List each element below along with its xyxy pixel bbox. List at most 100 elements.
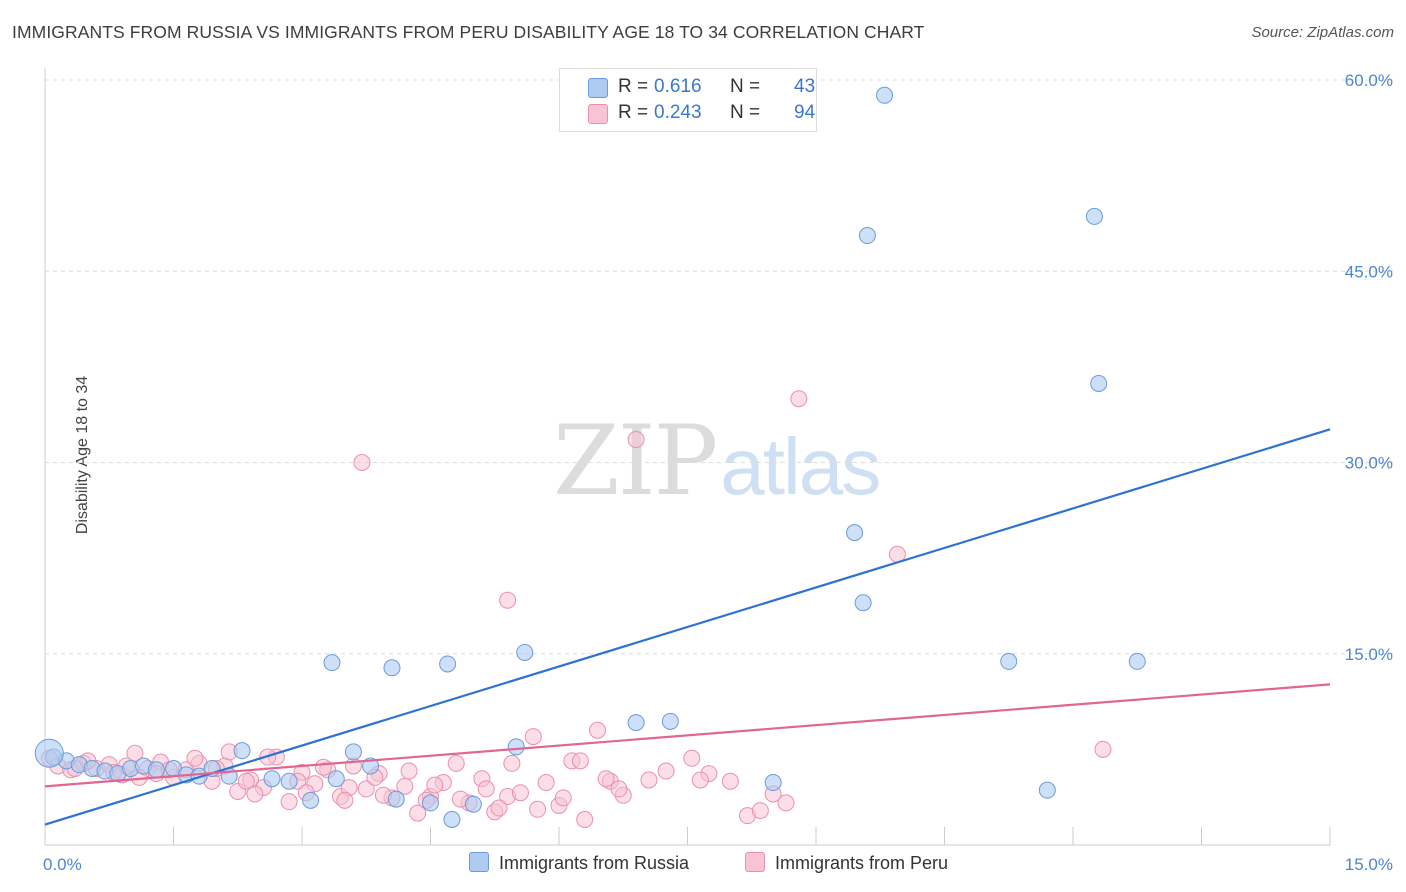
peru-point [1094, 740, 1112, 758]
grid-lines [45, 79, 1393, 655]
russia-point [464, 795, 482, 813]
russia-n-value: 43 [794, 76, 816, 97]
russia-point [507, 738, 525, 756]
russia-point [327, 770, 345, 788]
peru-point [554, 789, 572, 807]
chart-title: IMMIGRANTS FROM RUSSIA VS IMMIGRANTS FRO… [12, 22, 925, 42]
peru-point [400, 762, 418, 780]
russia-point [362, 757, 380, 775]
source-credit: Source: ZipAtlas.com [1251, 24, 1394, 41]
russia-r-value: 0.616 [654, 76, 702, 97]
watermark-atlas: atlas [720, 422, 881, 511]
bottom-peru-swatch [745, 852, 765, 872]
peru-point [777, 794, 795, 812]
peru-point [597, 770, 615, 788]
russia-point [1038, 781, 1056, 799]
russia-point [764, 774, 782, 792]
peru-point [409, 804, 427, 822]
russia-swatch [588, 78, 608, 98]
bottom-legend-peru: Immigrants from Peru [745, 852, 948, 874]
peru-point [357, 780, 375, 798]
peru-r-value: 0.243 [654, 102, 702, 123]
russia-point [516, 643, 534, 661]
peru-point [447, 754, 465, 772]
russia-r-label: R = [618, 76, 649, 97]
russia-point [1090, 374, 1108, 392]
russia-point [443, 811, 461, 828]
russia-point [302, 791, 320, 809]
russia-point [34, 738, 64, 768]
peru-point [314, 758, 332, 776]
russia-point [422, 794, 439, 812]
peru-points [40, 390, 1112, 828]
peru-n-value: 94 [794, 102, 816, 123]
peru-point [490, 799, 508, 817]
russia-trend-line [44, 428, 1331, 826]
bottom-peru-label: Immigrants from Peru [775, 853, 949, 873]
russia-point [147, 761, 165, 779]
peru-point [640, 771, 658, 789]
trend-lines [44, 428, 1331, 826]
russia-point [233, 742, 251, 760]
peru-point [524, 728, 542, 746]
peru-point [477, 780, 495, 798]
peru-n-label: N = [730, 102, 761, 123]
watermark-zip: ZIP [553, 405, 718, 517]
peru-point [691, 771, 709, 789]
peru-point [790, 390, 808, 408]
y-tick-label: 15.0% [1345, 645, 1393, 664]
peru-point [589, 721, 607, 739]
peru-point [529, 800, 547, 818]
axes [44, 68, 1331, 846]
russia-point [661, 712, 679, 730]
x-tick-label: 15.0% [1345, 855, 1393, 874]
peru-point [683, 749, 701, 767]
y-tick-label: 60.0% [1345, 71, 1393, 90]
peru-point [537, 774, 555, 792]
russia-point [858, 227, 876, 245]
russia-point [439, 655, 457, 673]
russia-point [1128, 652, 1146, 670]
russia-point [627, 714, 645, 732]
stats-legend: R = 0.616 N = 43 R = 0.243 N = 94 [559, 68, 817, 132]
peru-point [657, 762, 675, 780]
peru-point [353, 454, 371, 471]
russia-point [846, 524, 864, 542]
y-tick-label: 45.0% [1345, 262, 1393, 281]
y-tick-label: 30.0% [1345, 454, 1393, 473]
watermark: ZIPatlas [553, 405, 881, 517]
russia-point [323, 654, 341, 672]
peru-point [237, 772, 255, 790]
x-tick-label: 0.0% [43, 855, 82, 874]
peru-point [186, 749, 204, 767]
peru-point [336, 791, 354, 809]
peru-point [511, 784, 529, 802]
peru-point [499, 591, 517, 609]
bottom-russia-swatch [469, 852, 489, 872]
russia-point [1085, 207, 1103, 225]
peru-point [426, 776, 444, 794]
peru-point [751, 802, 769, 820]
peru-point [280, 793, 298, 811]
peru-point [610, 780, 628, 798]
peru-point [721, 772, 739, 790]
russia-n-label: N = [730, 76, 761, 97]
russia-point [387, 790, 405, 808]
tick-labels: 15.0% 30.0% 45.0% 60.0% 0.0% 15.0% [43, 71, 1393, 874]
peru-point [627, 431, 645, 449]
peru-point [246, 785, 264, 803]
russia-points [34, 86, 1146, 828]
russia-point [263, 770, 281, 788]
russia-point [344, 743, 362, 761]
bottom-legend-russia: Immigrants from Russia [469, 852, 689, 874]
bottom-russia-label: Immigrants from Russia [499, 853, 690, 873]
russia-point [1000, 652, 1018, 670]
peru-r-label: R = [618, 102, 649, 123]
russia-point [854, 594, 872, 612]
peru-point [576, 811, 594, 828]
peru-swatch [588, 104, 608, 124]
russia-point [280, 772, 298, 790]
russia-point [876, 86, 894, 104]
peru-point [571, 752, 589, 770]
